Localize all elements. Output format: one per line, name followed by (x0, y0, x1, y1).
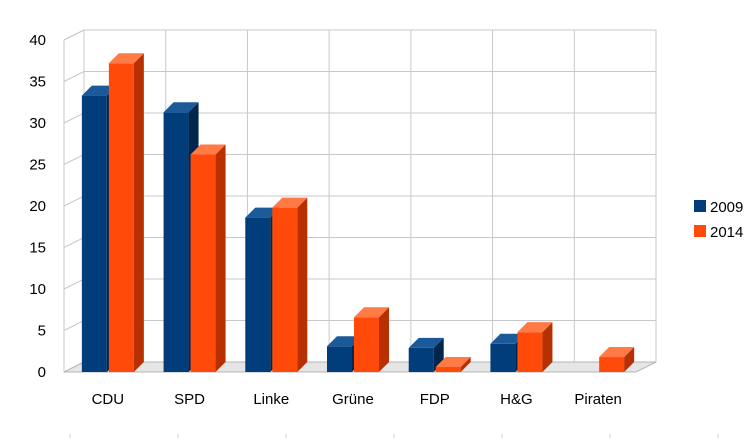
bar-2014-CDU (108, 53, 144, 373)
bar-front (517, 332, 543, 372)
bar-front (408, 347, 434, 372)
bar-front (272, 207, 298, 372)
bar-2014-H&G (517, 322, 553, 372)
bar-front (245, 217, 271, 372)
bar-front (190, 154, 216, 372)
bar-top (517, 322, 553, 333)
bar-front (108, 63, 134, 373)
legend-label-2014: 2014 (710, 224, 743, 241)
bar-front (163, 112, 189, 373)
bar-top (81, 85, 117, 96)
bar-front (327, 346, 352, 372)
bar-top (272, 197, 308, 208)
y-tick-label: 40 (29, 32, 46, 49)
bar-2014-Grüne (354, 307, 389, 372)
bar-top (163, 102, 199, 113)
bar-top (435, 357, 471, 368)
x-category-label: H&G (500, 391, 533, 408)
y-tick-label: 30 (29, 115, 46, 132)
y-tick-label: 0 (38, 364, 46, 381)
x-category-label: Linke (253, 391, 289, 408)
y-tick-label: 15 (29, 240, 46, 257)
bar-side (624, 347, 635, 372)
legend-label-2009: 2009 (710, 199, 743, 216)
x-category-label: SPD (174, 391, 205, 408)
y-tick-label: 35 (29, 74, 46, 91)
bar-top (408, 337, 444, 348)
bar-top (108, 53, 144, 64)
x-category-label: FDP (420, 391, 450, 408)
bar-2009-FDP (408, 337, 444, 372)
bar-front (599, 357, 625, 372)
bar-side (460, 357, 471, 372)
bar-side (297, 197, 308, 372)
bar-top (354, 307, 389, 318)
bar-2014-FDP (435, 357, 471, 372)
y-tick-label: 25 (29, 157, 46, 174)
bar-front (354, 317, 379, 372)
y-tick-label: 5 (38, 323, 46, 340)
bar-top (599, 347, 635, 358)
bar-top (490, 333, 526, 344)
bar-front (81, 95, 107, 373)
bar-top (245, 207, 281, 218)
bar-2014-SPD (190, 144, 226, 372)
legend-swatch-2014 (694, 225, 706, 237)
bars-layer (81, 53, 635, 373)
bar-side (542, 322, 553, 372)
legend: 2009 2014 (694, 199, 743, 241)
gridline (63, 71, 656, 82)
bar-top (327, 336, 362, 347)
x-category-label: CDU (92, 391, 125, 408)
bar-side (379, 307, 389, 372)
bar-front (490, 343, 516, 372)
x-category-label: Piraten (574, 391, 622, 408)
bar-side (215, 144, 226, 372)
legend-swatch-2009 (694, 200, 706, 212)
gridline (63, 29, 656, 41)
y-tick-label: 20 (29, 198, 46, 215)
y-tick-label: 10 (29, 281, 46, 298)
bar-front (435, 367, 461, 372)
bar-2014-Piraten (599, 347, 635, 372)
labels-layer: 0 5 10 15 20 25 30 35 40 CDU SPD Linke Grüne FDP H&G Pi… (29, 32, 719, 438)
bar-top (190, 144, 226, 155)
x-category-label: Grüne (332, 391, 374, 408)
bar-side (133, 53, 144, 373)
bar-2014-Linke (272, 197, 308, 372)
